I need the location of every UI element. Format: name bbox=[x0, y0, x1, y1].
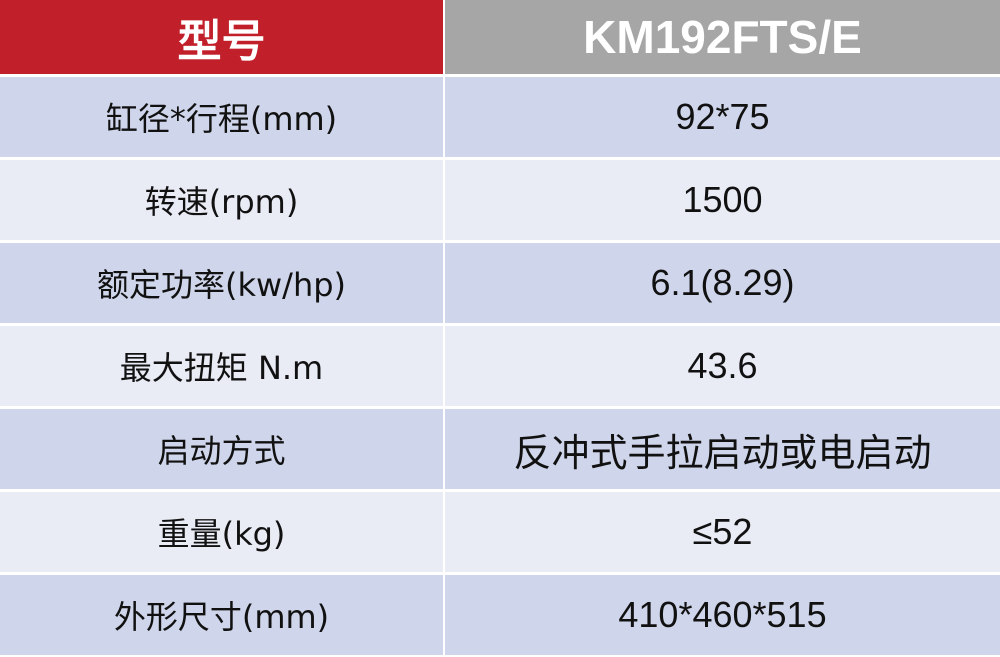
row-key: 最大扭矩 N.m bbox=[0, 326, 443, 406]
row-value: 6.1(8.29) bbox=[445, 243, 1000, 323]
row-key: 重量(kg) bbox=[0, 492, 443, 572]
row-key: 额定功率(kw/hp) bbox=[0, 243, 443, 323]
header-label: 型号 bbox=[0, 0, 443, 74]
row-key: 转速(rpm) bbox=[0, 160, 443, 240]
row-key: 外形尺寸(mm) bbox=[0, 575, 443, 655]
row-value: ≤52 bbox=[445, 492, 1000, 572]
header-model: KM192FTS/E bbox=[445, 0, 1000, 74]
row-key: 启动方式 bbox=[0, 409, 443, 489]
row-value: 反冲式手拉启动或电启动 bbox=[445, 409, 1000, 489]
row-key: 缸径*行程(mm) bbox=[0, 77, 443, 157]
row-value: 43.6 bbox=[445, 326, 1000, 406]
row-value: 1500 bbox=[445, 160, 1000, 240]
row-value: 410*460*515 bbox=[445, 575, 1000, 655]
row-value: 92*75 bbox=[445, 77, 1000, 157]
